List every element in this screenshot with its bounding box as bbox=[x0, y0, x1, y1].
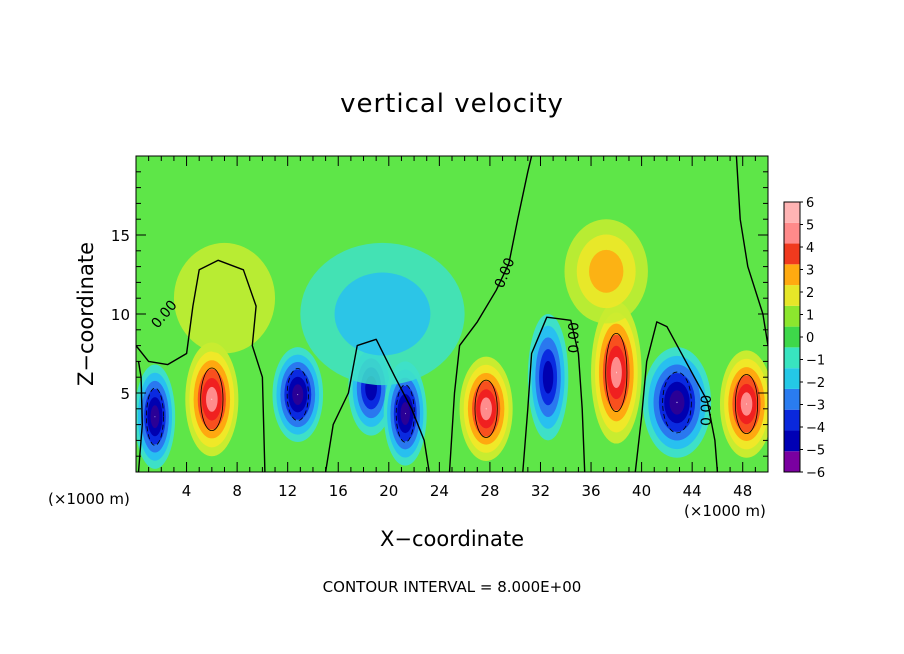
contour-interval-note: CONTOUR INTERVAL = 8.000E+00 bbox=[323, 578, 582, 596]
zero-contour-line-2 bbox=[324, 338, 430, 472]
x-tick-label-32: 32 bbox=[531, 482, 550, 500]
x-tick-label-48: 48 bbox=[733, 482, 752, 500]
x-tick-label-24: 24 bbox=[430, 482, 449, 500]
zero-contours bbox=[136, 156, 768, 472]
y-tick-label-10: 10 bbox=[111, 306, 130, 324]
x-tick-label-44: 44 bbox=[683, 482, 702, 500]
colorbar-segment-2 bbox=[784, 430, 800, 452]
velocity-cell-2 bbox=[185, 342, 239, 457]
y-axis-ticks: 5 10 15 bbox=[111, 171, 768, 457]
x-tick-label-36: 36 bbox=[581, 482, 600, 500]
velocity-cell-7 bbox=[527, 314, 569, 441]
colorbar-label: 1 bbox=[806, 309, 814, 324]
zero-contour-line-3 bbox=[448, 156, 533, 472]
colorbar-segment-3 bbox=[784, 409, 800, 431]
colorbar-segment-8 bbox=[784, 305, 800, 327]
colorbar-segment-9 bbox=[784, 285, 800, 306]
colorbar-segment-6 bbox=[784, 347, 800, 369]
y-axis-label: Z−coordinate bbox=[74, 242, 98, 386]
colorbar-segment-12 bbox=[784, 222, 800, 244]
velocity-cell-8 bbox=[591, 301, 642, 444]
colorbar-label: −1 bbox=[806, 354, 825, 369]
velocity-cell-11 bbox=[719, 350, 768, 458]
y-tick-label-5: 5 bbox=[120, 385, 130, 403]
colorbar-segment-1 bbox=[784, 451, 800, 472]
colorbar-segment-13 bbox=[784, 202, 800, 223]
velocity-cell-9 bbox=[564, 219, 648, 324]
colorbar-segment-11 bbox=[784, 243, 800, 265]
chart-title: vertical velocity bbox=[340, 89, 564, 119]
zero-contour-line-6 bbox=[735, 156, 768, 346]
velocity-cell-5 bbox=[383, 361, 427, 466]
x-axis-label: X−coordinate bbox=[380, 527, 524, 551]
velocity-cell-3 bbox=[272, 347, 324, 442]
contour-labels: 0.000.000.000.00 bbox=[148, 256, 715, 426]
x-tick-label-8: 8 bbox=[232, 482, 242, 500]
colorbar-segment-4 bbox=[784, 388, 800, 410]
colorbar: 6 5 4 3 2 1 0 −1 −2 −3 −4 −5 −6 bbox=[783, 196, 825, 481]
x-tick-label-16: 16 bbox=[329, 482, 348, 500]
zero-contour-line-5 bbox=[634, 321, 719, 472]
zero-contour-line-1 bbox=[136, 259, 266, 472]
velocity-cell-6 bbox=[459, 356, 513, 461]
colorbar-label: −4 bbox=[806, 421, 825, 436]
colorbar-segment-7 bbox=[784, 326, 800, 348]
velocity-field bbox=[136, 156, 768, 472]
velocity-cell-1 bbox=[136, 364, 176, 469]
x-axis-ticks: 4 8 12 16 20 24 28 32 36 40 44 48 bbox=[148, 156, 756, 500]
colorbar-label: −3 bbox=[806, 399, 825, 414]
colorbar-label: 3 bbox=[806, 264, 814, 279]
x-tick-label-12: 12 bbox=[278, 482, 297, 500]
x-tick-label-4: 4 bbox=[182, 482, 192, 500]
colorbar-label: 6 bbox=[806, 196, 814, 211]
colorbar-label: 2 bbox=[806, 286, 814, 301]
colorbar-segment-5 bbox=[784, 368, 800, 389]
velocity-cell-10 bbox=[642, 347, 712, 458]
x-tick-label-28: 28 bbox=[480, 482, 499, 500]
colorbar-label: 0 bbox=[806, 331, 814, 346]
x-tick-label-40: 40 bbox=[632, 482, 651, 500]
colorbar-segment-10 bbox=[784, 264, 800, 286]
x-unit-left: (×1000 m) bbox=[48, 490, 130, 508]
x-tick-label-20: 20 bbox=[379, 482, 398, 500]
y-tick-label-15: 15 bbox=[111, 227, 130, 245]
colorbar-label: −6 bbox=[806, 466, 825, 481]
colorbar-label: 5 bbox=[806, 219, 814, 234]
zero-contour-line-7 bbox=[137, 361, 143, 472]
velocity-cell-12 bbox=[300, 242, 465, 386]
colorbar-label: −2 bbox=[806, 376, 825, 391]
colorbar-label: 4 bbox=[806, 241, 814, 256]
zero-contour-line-4 bbox=[522, 316, 586, 472]
x-unit-right: (×1000 m) bbox=[684, 502, 766, 520]
contour-label-4: 0.00 bbox=[699, 395, 715, 426]
contour-label-3: 0.00 bbox=[566, 322, 582, 353]
colorbar-label: −5 bbox=[806, 444, 825, 459]
